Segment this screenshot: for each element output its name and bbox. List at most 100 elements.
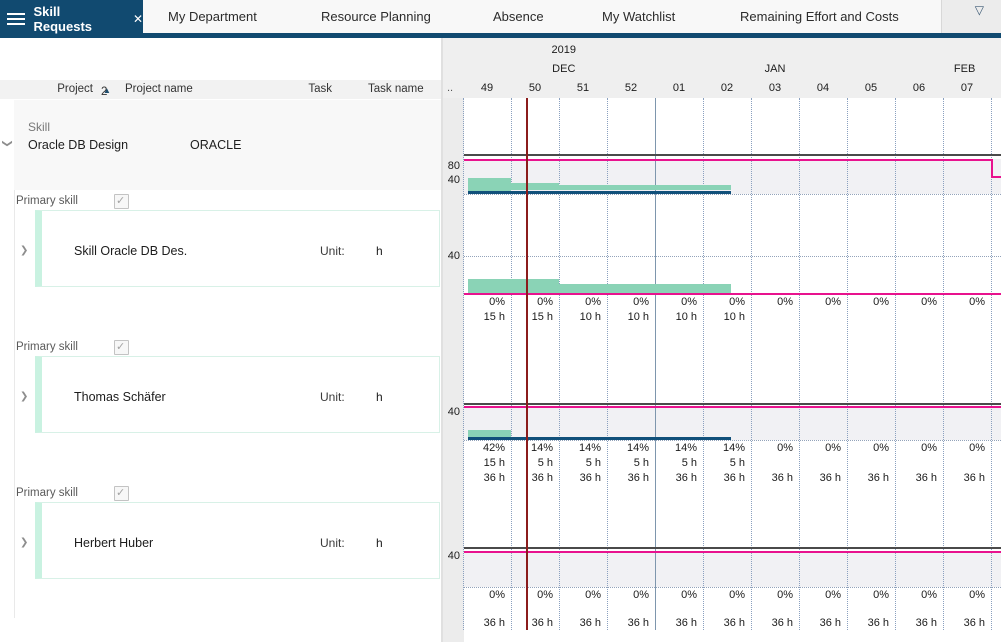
week-gridline xyxy=(511,98,512,630)
week-label: 01 xyxy=(672,82,686,94)
baseline-dotted-line xyxy=(464,587,1001,588)
available-hours: 36 h xyxy=(627,472,649,484)
histogram-plot-area[interactable]: 80 40 40 0% 0% 0% 0% 0% 0% 0% 0% 0% 0% 0% 15 h 15 h 10 h… xyxy=(443,98,1001,642)
column-task-name[interactable]: Task name xyxy=(368,83,424,95)
table-header-row: Project 2 ▲ Project name Task Task name xyxy=(0,80,441,99)
requested-hours: 15 h xyxy=(483,311,505,323)
week-gridline xyxy=(463,98,464,630)
tab-resource-planning[interactable]: Resource Planning xyxy=(321,9,431,24)
week-gridline xyxy=(895,98,896,630)
available-hours: 36 h xyxy=(771,617,793,629)
requested-hours: 10 h xyxy=(579,311,601,323)
tab-bar: Skill Requests ✕ My Department Resource … xyxy=(0,0,1001,38)
week-gridline xyxy=(559,98,560,630)
panel-splitter[interactable] xyxy=(441,38,443,642)
requested-hours: 5 h xyxy=(681,457,697,469)
demand-bar xyxy=(559,283,731,293)
sort-ascending-icon: ▲ xyxy=(103,86,111,95)
expand-row-icon[interactable]: ❯ xyxy=(20,537,29,548)
utilization-percent: 14% xyxy=(578,442,601,454)
unit-label: Unit: xyxy=(320,244,345,258)
unit-value: h xyxy=(376,244,383,258)
week-label: 49 xyxy=(480,82,494,94)
group-type-label: Skill xyxy=(28,120,51,134)
column-project-name[interactable]: Project name xyxy=(125,83,193,95)
utilization-percent: 42% xyxy=(482,442,505,454)
forty-hour-dotted-line xyxy=(464,256,1001,257)
week-gridline xyxy=(991,98,992,630)
primary-skill-checkbox[interactable]: ✓ xyxy=(114,194,129,209)
week-gridline xyxy=(751,98,752,630)
year-label: 2019 xyxy=(551,44,577,56)
skill-group-row[interactable]: Skill Oracle DB Design ORACLE xyxy=(14,100,441,190)
collapse-group-icon[interactable]: ❯ xyxy=(1,139,13,148)
utilization-percent: 0% xyxy=(729,589,745,601)
utilization-percent: 14% xyxy=(530,442,553,454)
month-label: JAN xyxy=(764,63,786,75)
utilization-percent: 0% xyxy=(681,296,697,308)
column-task[interactable]: Task xyxy=(308,83,332,95)
utilization-percent: 0% xyxy=(825,589,841,601)
expand-row-icon[interactable]: ❯ xyxy=(20,391,29,402)
check-icon: ✓ xyxy=(116,487,126,499)
check-icon: ✓ xyxy=(116,341,126,353)
column-project[interactable]: Project xyxy=(57,83,93,95)
tab-remaining-effort-and-costs[interactable]: Remaining Effort and Costs xyxy=(740,9,899,24)
utilization-percent: 0% xyxy=(873,589,889,601)
resource-card[interactable]: Herbert Huber Unit: h xyxy=(35,502,440,579)
tab-skill-requests[interactable]: Skill Requests ✕ xyxy=(0,0,143,38)
capacity-line-dark xyxy=(464,402,1001,405)
primary-skill-checkbox[interactable]: ✓ xyxy=(114,340,129,355)
utilization-percent: 0% xyxy=(585,296,601,308)
tab-overflow-area: ▽ xyxy=(941,0,1001,33)
capacity-line-pink xyxy=(991,176,1001,179)
utilization-percent: 0% xyxy=(537,589,553,601)
requested-hours: 10 h xyxy=(723,311,745,323)
utilization-percent: 0% xyxy=(729,296,745,308)
tab-my-department[interactable]: My Department xyxy=(168,9,257,24)
tab-absence[interactable]: Absence xyxy=(493,9,544,24)
available-hours: 36 h xyxy=(723,472,745,484)
group-project-name: ORACLE xyxy=(190,138,242,152)
available-hours: 36 h xyxy=(723,617,745,629)
close-tab-icon[interactable]: ✕ xyxy=(132,12,143,26)
available-hours: 36 h xyxy=(819,472,841,484)
requested-hours: 5 h xyxy=(585,457,601,469)
available-hours: 36 h xyxy=(675,472,697,484)
available-hours: 36 h xyxy=(531,472,553,484)
utilization-percent: 14% xyxy=(674,442,697,454)
requested-hours: 5 h xyxy=(633,457,649,469)
capacity-line-pink xyxy=(464,406,1001,409)
utilization-percent: 0% xyxy=(777,442,793,454)
available-hours: 36 h xyxy=(867,617,889,629)
expand-row-icon[interactable]: ❯ xyxy=(20,245,29,256)
month-label: FEB xyxy=(953,63,976,75)
week-label: 07 xyxy=(960,82,974,94)
utilization-percent: 0% xyxy=(873,442,889,454)
week-label: 50 xyxy=(528,82,542,94)
available-hours: 36 h xyxy=(915,472,937,484)
resource-card[interactable]: Thomas Schäfer Unit: h xyxy=(35,356,440,433)
y-axis-tick: 40 xyxy=(447,174,460,186)
menu-icon[interactable] xyxy=(7,13,25,25)
capacity-line-pink xyxy=(464,293,1001,295)
dropdown-chevron-icon[interactable]: ▽ xyxy=(974,3,984,17)
requested-hours: 10 h xyxy=(627,311,649,323)
primary-skill-label: Primary skill xyxy=(16,341,78,353)
utilization-percent: 0% xyxy=(633,589,649,601)
utilization-percent: 0% xyxy=(489,589,505,601)
week-label: 03 xyxy=(768,82,782,94)
utilization-percent: 0% xyxy=(537,296,553,308)
primary-skill-checkbox[interactable]: ✓ xyxy=(114,486,129,501)
y-axis-tick: 40 xyxy=(447,550,460,562)
y-axis-tick: 40 xyxy=(447,250,460,262)
available-hours: 36 h xyxy=(579,472,601,484)
week-label: 04 xyxy=(816,82,830,94)
demand-bar xyxy=(511,182,559,191)
tab-my-watchlist[interactable]: My Watchlist xyxy=(602,9,676,24)
utilization-percent: 0% xyxy=(921,296,937,308)
resource-card[interactable]: Skill Oracle DB Des. Unit: h xyxy=(35,210,440,287)
available-hours: 36 h xyxy=(579,617,601,629)
resource-name: Herbert Huber xyxy=(74,536,154,550)
